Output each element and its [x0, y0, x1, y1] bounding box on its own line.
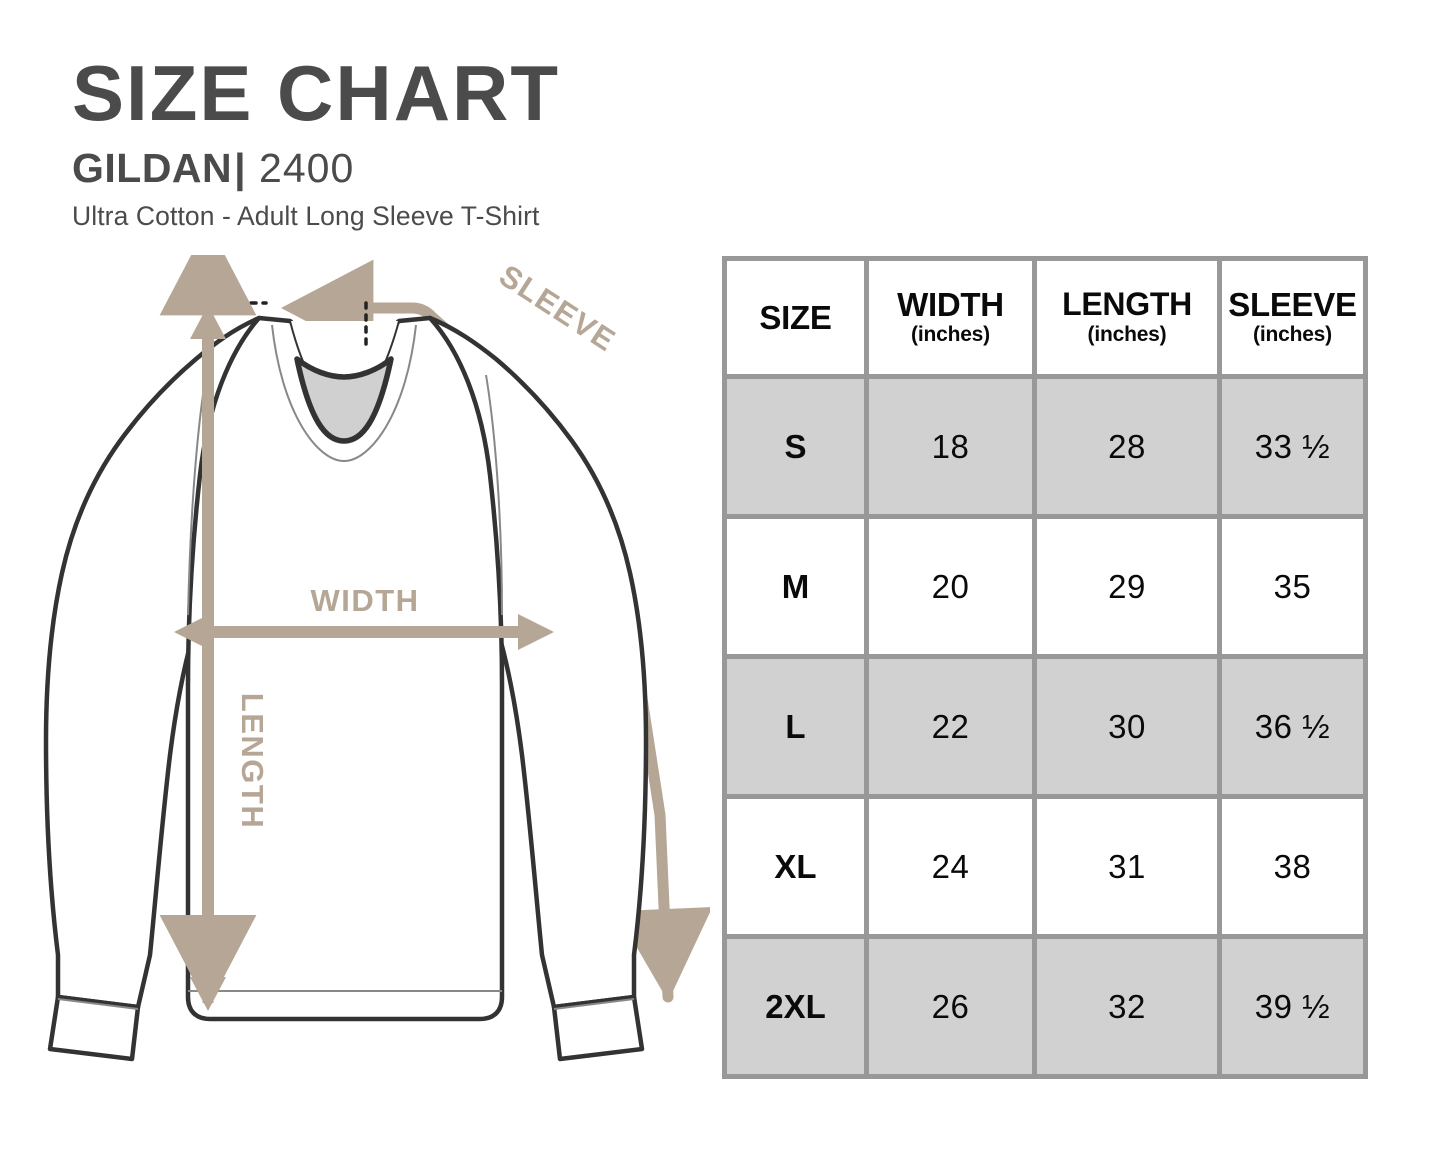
table-row: XL 24 31 38 [722, 794, 1368, 934]
column-header-sleeve-label: SLEEVE [1228, 285, 1357, 323]
table-row: 2XL 26 32 39 ½ [722, 934, 1368, 1079]
cell-length: 32 [1032, 934, 1217, 1079]
column-header-sleeve-unit: (inches) [1253, 323, 1332, 347]
cell-width: 24 [864, 794, 1032, 934]
cell-sleeve: 36 ½ [1217, 654, 1368, 794]
width-measure-arrow [174, 614, 554, 650]
column-header-size-label: SIZE [759, 298, 832, 336]
length-arrowheads [190, 305, 226, 1011]
label-sleeve: SLEEVE [493, 258, 622, 359]
style-number: 2400 [259, 145, 355, 192]
cell-size: S [722, 374, 864, 514]
cell-size: M [722, 514, 864, 654]
brand-line: GILDAN| 2400 [72, 148, 712, 189]
table-row: S 18 28 33 ½ [722, 374, 1368, 514]
label-width: WIDTH [310, 583, 419, 618]
column-header-sleeve: SLEEVE (inches) [1217, 256, 1368, 374]
column-header-width-label: WIDTH [897, 285, 1004, 323]
column-header-length-unit: (inches) [1087, 322, 1167, 346]
cell-sleeve: 33 ½ [1217, 374, 1368, 514]
cell-width: 26 [864, 934, 1032, 1079]
cell-width: 22 [864, 654, 1032, 794]
garment-illustration: WIDTH LENGTH SLEEVE [20, 255, 710, 1075]
cell-sleeve: 39 ½ [1217, 934, 1368, 1079]
cell-width: 18 [864, 374, 1032, 514]
table-header-row: SIZE WIDTH (inches) LENGTH (inches) SLEE… [722, 256, 1368, 374]
table-row: M 20 29 35 [722, 514, 1368, 654]
brand-separator: | [234, 145, 246, 192]
column-header-size: SIZE [722, 256, 864, 374]
cell-length: 30 [1032, 654, 1217, 794]
cell-length: 31 [1032, 794, 1217, 934]
cell-width: 20 [864, 514, 1032, 654]
cell-length: 29 [1032, 514, 1217, 654]
label-length: LENGTH [235, 693, 270, 829]
shirt-outline [43, 315, 649, 1062]
cell-sleeve: 38 [1217, 794, 1368, 934]
column-header-length-label: LENGTH [1062, 286, 1192, 323]
column-header-width: WIDTH (inches) [864, 256, 1032, 374]
product-subtitle: Ultra Cotton - Adult Long Sleeve T-Shirt [72, 201, 540, 232]
cell-size: XL [722, 794, 864, 934]
table-row: L 22 30 36 ½ [722, 654, 1368, 794]
size-chart-table: SIZE WIDTH (inches) LENGTH (inches) SLEE… [722, 256, 1368, 1079]
page-title: SIZE CHART [72, 49, 560, 137]
column-header-length: LENGTH (inches) [1032, 256, 1217, 374]
cell-size: 2XL [722, 934, 864, 1079]
column-header-width-unit: (inches) [911, 323, 990, 347]
brand-name: GILDAN [72, 145, 233, 192]
cell-sleeve: 35 [1217, 514, 1368, 654]
cell-size: L [722, 654, 864, 794]
cell-length: 28 [1032, 374, 1217, 514]
chart-header: SIZE CHART GILDAN| 2400 Ultra Cotton - A… [72, 49, 712, 232]
